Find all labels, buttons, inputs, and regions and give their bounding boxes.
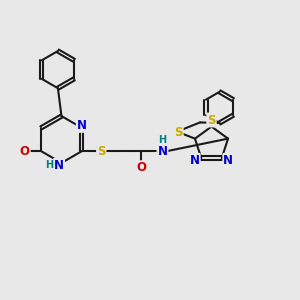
- Text: O: O: [136, 161, 146, 174]
- Text: N: N: [77, 119, 87, 132]
- Text: S: S: [207, 113, 216, 127]
- Text: H: H: [158, 135, 166, 145]
- Text: O: O: [20, 145, 30, 158]
- Text: S: S: [97, 145, 106, 158]
- Text: N: N: [54, 159, 64, 172]
- Text: N: N: [190, 154, 200, 167]
- Text: N: N: [223, 154, 233, 167]
- Text: H: H: [45, 160, 53, 170]
- Text: S: S: [174, 125, 183, 139]
- Text: N: N: [158, 145, 167, 158]
